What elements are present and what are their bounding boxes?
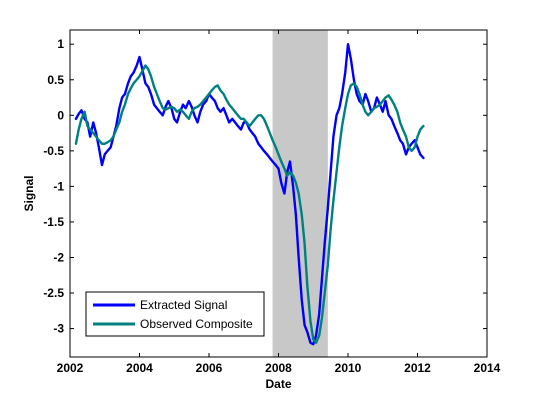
x-tick-label: 2008 xyxy=(265,361,292,375)
y-tick-label: -2.5 xyxy=(43,286,64,300)
x-tick-label: 2004 xyxy=(126,361,153,375)
y-tick-label: -0.5 xyxy=(43,144,64,158)
legend-entry-extracted-signal: Extracted Signal xyxy=(140,298,227,312)
recession-shaded-region xyxy=(272,30,328,357)
series-group xyxy=(74,43,425,346)
y-tick-label: -1 xyxy=(53,179,64,193)
x-tick-label: 2010 xyxy=(335,361,362,375)
legend-box xyxy=(85,291,265,337)
x-axis-label: Date xyxy=(265,377,291,391)
series-line-extracted-signal xyxy=(74,43,425,346)
x-tick-label: 2014 xyxy=(474,361,501,375)
legend: Extracted Signal Observed Composite xyxy=(85,291,265,337)
x-tick-label: 2012 xyxy=(404,361,431,375)
y-tick-label: 1 xyxy=(57,37,64,51)
y-tick-label: -2 xyxy=(53,250,64,264)
y-axis-label: Signal xyxy=(22,175,36,211)
x-tick-label: 2006 xyxy=(196,361,223,375)
x-tick-label: 2002 xyxy=(57,361,84,375)
y-tick-label: -3 xyxy=(53,322,64,336)
y-tick-label: -1.5 xyxy=(43,215,64,229)
y-tick-label: 0.5 xyxy=(47,73,64,87)
series-line-observed-composite xyxy=(74,64,425,344)
legend-entry-observed-composite: Observed Composite xyxy=(140,317,253,331)
x-axis-ticks: 2002 2004 2006 2008 2010 2012 2014 xyxy=(57,30,501,375)
y-tick-label: 0 xyxy=(57,108,64,122)
y-axis-ticks: 1 0.5 0 -0.5 -1 -1.5 -2 -2.5 -3 xyxy=(43,37,487,336)
